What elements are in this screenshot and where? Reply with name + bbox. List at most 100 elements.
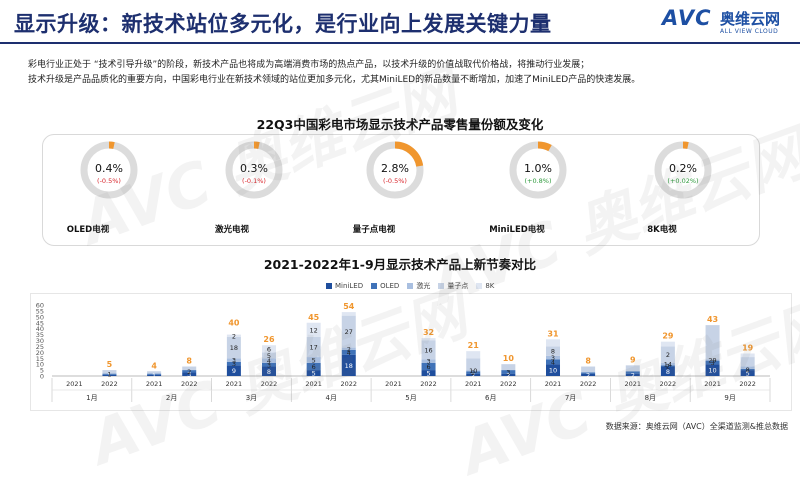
month-label: 4月 [325,394,336,402]
bar-segment [660,365,675,367]
x-year-label: 2021 [385,380,402,388]
segment-label: 3 [232,357,236,365]
month-label: 2月 [166,394,177,402]
month-label: 6月 [485,394,496,402]
segment-label: 14 [664,361,672,369]
bar-segment [261,366,276,376]
title-divider [0,42,800,44]
page-title: 显示升级：新技术站位多元化，是行业向上发展关键力量 [14,12,552,36]
bar-segment [421,370,436,376]
bar-segment [581,366,596,373]
share-value: 2.8% [381,162,409,175]
bar-segment [501,373,516,376]
bar-segment [705,325,720,360]
segment-label: 3 [426,358,430,366]
bar-segment [740,370,755,376]
bar-segment [102,373,117,375]
bar-segment [466,371,481,374]
bar-segment [147,374,162,376]
logo-cn: 奥维云网 [720,10,781,28]
bar-segment [466,351,481,359]
bar-segment [466,370,481,372]
month-label: 5月 [405,394,416,402]
legend-swatch [407,282,414,289]
share-value: 0.2% [669,162,697,175]
ring-share-arc [80,141,138,199]
segment-label: 2 [471,369,475,377]
ring-share-arc [366,141,424,199]
bar-segment [705,360,720,365]
segment-label: 1 [152,372,156,380]
bar-total-label: 9 [630,355,636,364]
segment-label: 4 [551,358,555,366]
bar-segment [660,341,675,347]
segment-label: 2 [631,371,635,379]
x-year-label: 2021 [704,380,721,388]
bar-segment [501,364,516,371]
bar-segment [182,366,197,371]
segment-label: 2 [347,345,351,353]
bar-segment [466,358,481,371]
bar-segment [625,373,640,376]
segment-label: 18 [230,344,238,352]
legend-label: 激光 [416,282,431,290]
x-year-label: 2022 [340,380,357,388]
legend-swatch [476,282,483,289]
donut-label: 8K电视 [647,225,677,235]
segment-label: 2 [187,368,191,376]
bar-total-label: 45 [308,313,320,322]
bar-segment [546,355,561,360]
donut-4: 0.2% (+0.02%) [645,140,721,206]
segment-label: 29 [708,357,716,365]
segment-label: 2 [232,332,236,340]
segment-label: 12 [310,326,318,334]
intro-line-1: 彩电行业正处于 “技术引导升级”的阶段，新技术产品也将成为高端消费市场的热点产品… [28,60,590,70]
bar-segment [306,336,321,358]
donut-0: 0.4% (-0.5%) [71,140,147,206]
bar-segment [261,345,276,353]
share-value: 1.0% [524,162,552,175]
bar-total-label: 43 [707,315,718,324]
segment-label: 2 [506,371,510,379]
bar-total-label: 31 [547,329,559,338]
bar-total-label: 40 [228,319,240,328]
bar-segment [501,370,516,374]
ring-share-arc [509,141,567,199]
bar-segment [102,370,117,374]
launch-chart: 0510152025303540455055602021115202214202… [36,302,771,402]
segment-label: 8 [666,368,670,376]
segment-label: 3 [551,354,555,362]
segment-label: 27 [345,328,353,336]
bar-segment [421,340,436,360]
bar-total-label: 54 [343,302,355,311]
x-year-label: 2022 [261,380,278,388]
y-tick-label: 10 [36,361,44,369]
x-year-label: 2022 [181,380,198,388]
segment-label: 2 [666,351,670,359]
bar-segment [740,368,755,371]
bar-segment [182,372,197,376]
donut-1: 0.3% (-0.1%) [216,140,292,206]
bar-total-label: 21 [468,341,480,350]
intro-line-2: 技术升级是产品品质化的重要方向，中国彩电行业在新技术领域的站位更加多元化，尤其M… [28,75,641,85]
donut-ring [509,141,567,199]
month-label: 9月 [724,394,735,402]
logo-en: ALL VIEW CLOUD [720,28,779,35]
bar-segment [466,373,481,376]
share-change: (-0.5%) [383,177,407,185]
section-title-launch: 2021-2022年1-9月显示技术产品上新节奏对比 [263,257,537,272]
bar-total-label: 4 [151,361,157,370]
bar-segment [341,312,356,316]
bar-segment [660,346,675,363]
bar-segment [740,353,755,358]
bar-segment [226,334,241,337]
legend-swatch [371,282,378,289]
segment-label: 3 [710,359,714,367]
share-value: 0.3% [240,162,268,175]
month-label: 7月 [565,394,576,402]
legend-swatch [326,282,332,289]
segment-label: 4 [347,349,351,357]
bar-segment [546,359,561,365]
bar-segment [341,354,356,376]
data-source: 数据来源：奥维云网（AVC）全渠道监测&推总数据 [605,422,788,431]
